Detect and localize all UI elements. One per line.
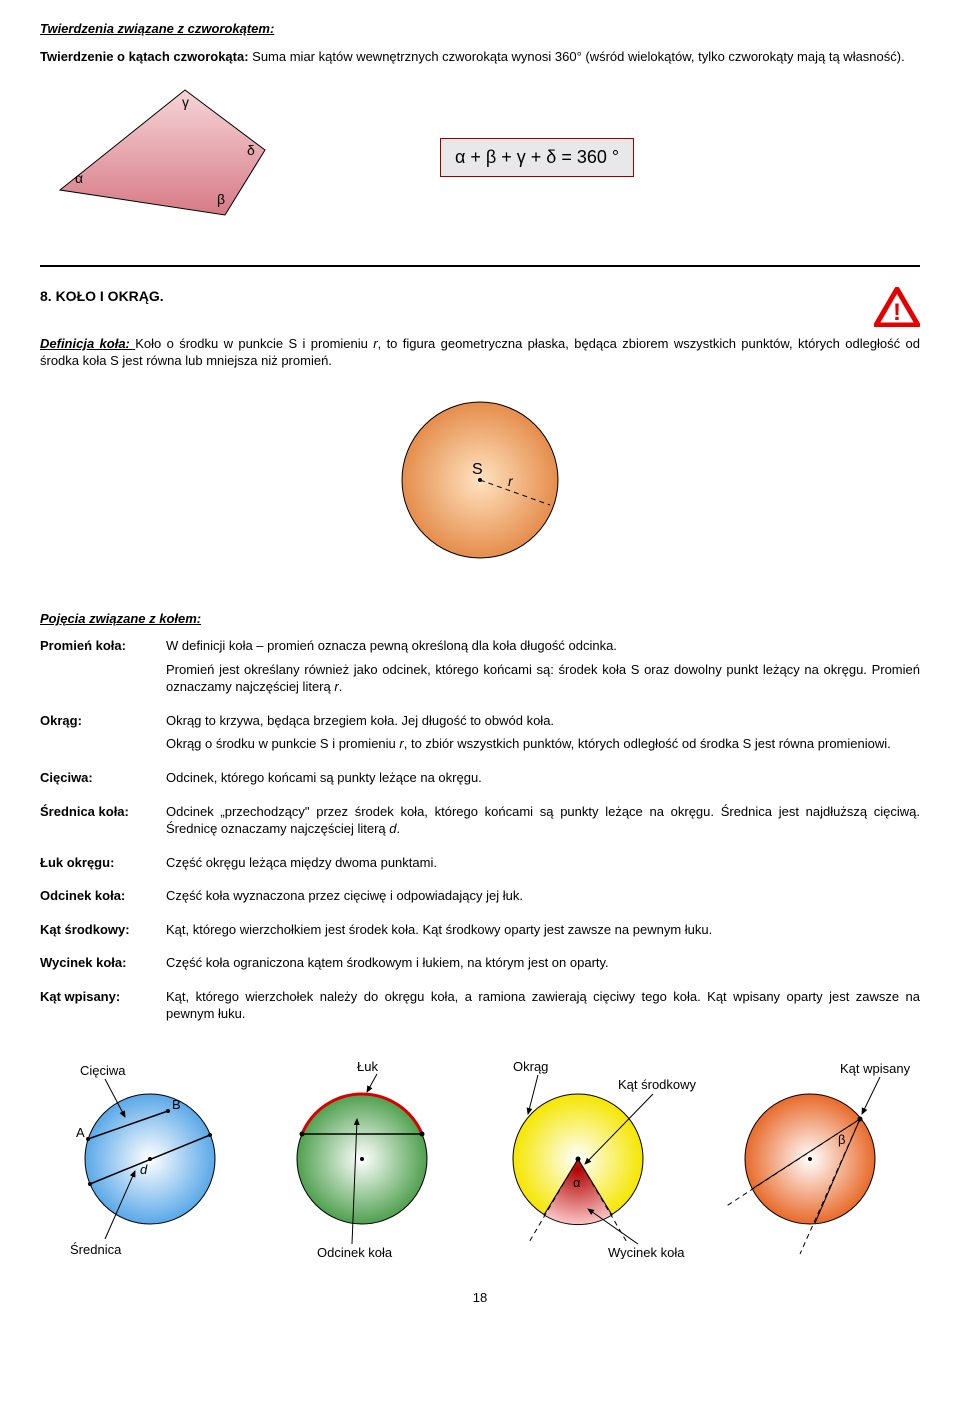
svg-text:β: β [838,1132,845,1147]
theorems-title: Twierdzenia związane z czworokątem: [40,20,920,38]
promien-text: W definicji koła – promień oznacza pewną… [166,637,920,702]
gamma-label: γ [182,94,189,110]
srednica-label: Średnica koła: [40,803,160,844]
svg-text:Odcinek koła: Odcinek koła [317,1245,393,1259]
okrag-p1: Okrąg to krzywa, będąca brzegiem koła. J… [166,712,920,730]
wycinek-text: Część koła ograniczona kątem środkowym i… [166,954,920,978]
wpisany-label: Kąt wpisany: [40,988,160,1029]
srednica-p: Odcinek „przechodzący" przez środek koła… [166,803,920,838]
svg-text:Średnica: Średnica [70,1242,122,1257]
luk-text: Część okręgu leżąca między dwoma punktam… [166,854,920,878]
odcinek-text: Część koła wyznaczona przez cięciwę i od… [166,887,920,911]
svg-text:α: α [573,1175,581,1190]
luk-label: Łuk okręgu: [40,854,160,878]
cieciwa-text: Odcinek, którego końcami są punkty leżąc… [166,769,920,793]
concepts-title: Pojęcia związane z kołem: [40,610,920,628]
beta-label: β [217,191,225,207]
odcinek-label: Odcinek koła: [40,887,160,911]
svg-text:B: B [172,1097,181,1112]
quadrilateral-row: α β γ δ α + β + γ + δ = 360 ° [40,80,920,235]
okrag-text: Okrąg to krzywa, będąca brzegiem koła. J… [166,712,920,759]
svg-text:Wycinek koła: Wycinek koła [608,1245,685,1259]
okrag-p2: Okrąg o środku w punkcie S i promieniu r… [166,735,920,753]
svg-text:Cięciwa: Cięciwa [80,1063,126,1078]
theorem-statement: Twierdzenie o kątach czworokąta: Suma mi… [40,48,920,66]
section-8-heading: 8. KOŁO I OKRĄG. [40,287,164,306]
theorem-label: Twierdzenie o kątach czworokąta: [40,49,249,64]
promien-p2: Promień jest określany również jako odci… [166,661,920,696]
svg-text:!: ! [893,299,901,326]
fig-cieciwa-srednica: A B d Cięciwa Średnica [40,1059,250,1259]
bottom-figures: A B d Cięciwa Średnica Łuk Odcinek koła [40,1059,920,1259]
okrag-label: Okrąg: [40,712,160,759]
svg-text:Łuk: Łuk [357,1059,378,1074]
srednica-text: Odcinek „przechodzący" przez środek koła… [166,803,920,844]
srodkowy-label: Kąt środkowy: [40,921,160,945]
svg-text:d: d [140,1162,148,1177]
svg-text:Okrąg: Okrąg [513,1059,548,1074]
circle-figure: S r [40,390,920,570]
def-body: Koło o środku w punkcie S i promieniu r,… [40,336,920,369]
promien-label: Promień koła: [40,637,160,702]
angle-sum-formula: α + β + γ + δ = 360 ° [440,138,634,176]
def-label: Definicja koła: [40,336,135,351]
fig-luk-odcinek: Łuk Odcinek koła [257,1059,467,1259]
center-s-label: S [472,461,483,478]
svg-text:Kąt wpisany: Kąt wpisany [840,1061,911,1076]
section-divider [40,265,920,267]
svg-text:A: A [76,1125,85,1140]
svg-text:Kąt środkowy: Kąt środkowy [618,1077,697,1092]
srodkowy-text: Kąt, którego wierzchołkiem jest środek k… [166,921,920,945]
circle-definition: Definicja koła: Koło o środku w punkcie … [40,335,920,370]
theorem-text: Suma miar kątów wewnętrznych czworokąta … [249,49,905,64]
warning-icon: ! [874,287,920,327]
wycinek-label: Wycinek koła: [40,954,160,978]
delta-label: δ [247,142,255,158]
fig-okrag-srodkowy-wycinek: α Okrąg Kąt środkowy Wycinek koła [473,1059,703,1259]
alpha-label: α [75,170,83,186]
wpisany-text: Kąt, którego wierzchołek należy do okręg… [166,988,920,1029]
cieciwa-label: Cięciwa: [40,769,160,793]
fig-kat-wpisany: β Kąt wpisany [710,1059,920,1259]
quadrilateral-figure: α β γ δ [40,80,320,235]
definitions-table: Promień koła: W definicji koła – promień… [40,637,920,1029]
promien-p1: W definicji koła – promień oznacza pewną… [166,637,920,655]
page-number: 18 [40,1289,920,1307]
